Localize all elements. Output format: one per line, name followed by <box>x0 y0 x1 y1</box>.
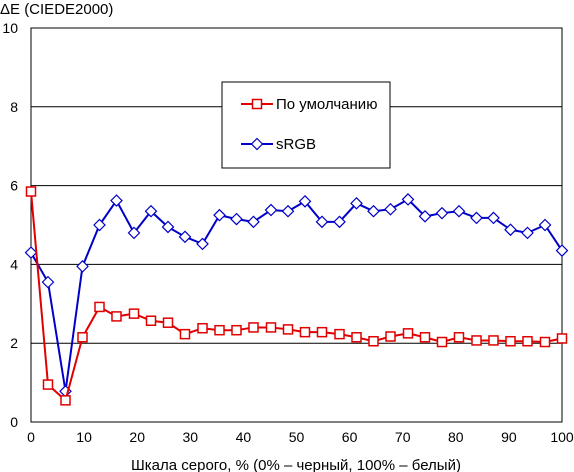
data-point <box>470 211 483 225</box>
y-tick-label: 6 <box>10 178 18 194</box>
legend-box <box>221 81 391 169</box>
data-point <box>282 324 294 335</box>
data-point <box>401 193 415 206</box>
data-point <box>77 332 88 343</box>
data-point <box>435 206 449 220</box>
data-point <box>419 332 431 343</box>
y-tick-label: 8 <box>10 99 18 115</box>
data-point <box>264 203 278 217</box>
data-point <box>538 218 552 232</box>
data-point <box>471 335 482 346</box>
data-point <box>555 244 569 257</box>
data-point <box>487 211 500 225</box>
x-tick-label: 60 <box>342 429 358 445</box>
data-point <box>111 311 122 322</box>
legend-label: По умолчанию <box>276 96 377 113</box>
data-point <box>556 333 568 344</box>
data-point <box>24 246 38 259</box>
data-point <box>281 204 295 218</box>
data-point <box>42 379 54 390</box>
data-point <box>367 204 380 218</box>
data-point <box>368 335 379 347</box>
x-tick-label: 90 <box>501 429 517 445</box>
data-point <box>41 275 55 289</box>
data-point <box>197 322 208 334</box>
data-point <box>488 335 499 346</box>
x-tick-label: 20 <box>129 429 145 445</box>
series-layer <box>24 186 569 406</box>
y-tick-labels: 0 2 4 6 8 10 <box>2 20 18 430</box>
data-point <box>452 204 466 218</box>
data-point <box>94 301 105 313</box>
data-point <box>299 326 311 338</box>
data-point <box>214 324 225 336</box>
data-point <box>298 195 312 208</box>
plot-area-frame <box>30 27 563 423</box>
legend-label: sRGB <box>276 136 316 153</box>
data-point <box>93 218 106 232</box>
data-point <box>162 317 174 328</box>
data-point <box>248 322 259 333</box>
data-point <box>60 395 71 406</box>
data-point <box>351 332 362 343</box>
data-point <box>385 331 396 342</box>
data-point <box>333 215 346 229</box>
data-point <box>265 322 277 333</box>
data-point <box>505 335 516 347</box>
data-point <box>384 202 397 216</box>
x-axis-title: Шкала серого, % (0% – черный, 100% – бел… <box>131 457 461 472</box>
x-tick-label: 30 <box>183 429 199 445</box>
data-point <box>436 336 448 348</box>
data-point <box>196 237 209 251</box>
data-point <box>247 215 260 229</box>
y-axis-title: ΔE (CIEDE2000) <box>0 1 113 18</box>
data-point <box>144 204 158 218</box>
data-point <box>76 260 89 273</box>
data-point <box>178 230 192 244</box>
x-tick-label: 100 <box>550 429 574 445</box>
y-tick-label: 0 <box>10 414 18 430</box>
x-tick-label: 70 <box>395 429 411 445</box>
data-point <box>522 335 533 347</box>
series-0 <box>25 186 568 406</box>
data-point <box>127 226 141 240</box>
legend: По умолчанию sRGB <box>221 81 391 169</box>
data-point <box>539 336 551 348</box>
series-line <box>30 198 563 393</box>
data-point <box>161 220 175 234</box>
data-point <box>453 332 465 343</box>
series-line <box>30 191 563 402</box>
legend-item-0: По умолчанию <box>241 96 377 113</box>
y-tick-label: 10 <box>2 20 18 36</box>
data-point <box>145 315 157 326</box>
legend-marker <box>250 137 264 151</box>
x-tick-label: 0 <box>27 429 35 445</box>
legend-item-1: sRGB <box>241 136 316 153</box>
x-tick-label: 50 <box>289 429 305 445</box>
x-tick-label: 80 <box>448 429 464 445</box>
series-1 <box>24 193 569 398</box>
data-point <box>316 326 328 338</box>
data-point <box>402 328 414 339</box>
data-point <box>350 196 363 210</box>
data-point <box>25 186 37 197</box>
data-point <box>315 215 329 229</box>
legend-marker <box>251 98 263 110</box>
data-point <box>521 226 534 240</box>
data-point <box>128 308 140 319</box>
data-point <box>230 212 243 226</box>
y-tick-label: 4 <box>10 256 18 272</box>
y-tick-label: 2 <box>10 335 18 351</box>
data-point <box>179 328 191 340</box>
x-tick-label: 40 <box>236 429 252 445</box>
data-point <box>213 208 226 222</box>
data-point <box>110 194 123 207</box>
data-point <box>334 328 345 340</box>
data-point <box>504 223 517 237</box>
data-point <box>231 324 242 336</box>
data-point <box>418 209 432 223</box>
x-tick-label: 10 <box>76 429 92 445</box>
x-tick-labels: 0 10 20 30 40 50 60 70 80 90 100 <box>27 429 574 445</box>
